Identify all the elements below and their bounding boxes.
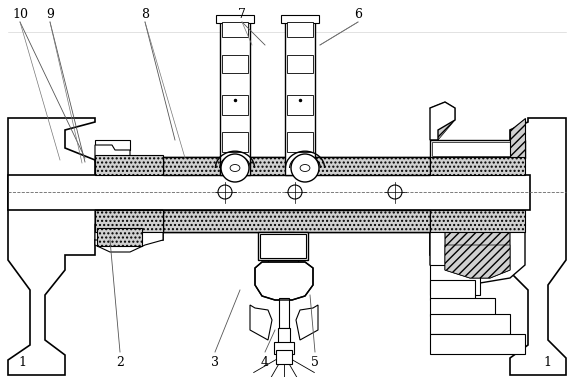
Bar [278, 328, 290, 350]
Polygon shape [95, 156, 163, 175]
Bar [287, 132, 313, 152]
Polygon shape [445, 232, 510, 278]
Circle shape [291, 154, 319, 182]
Polygon shape [255, 262, 313, 300]
Bar [97, 212, 161, 230]
Bar [222, 22, 248, 37]
Bar [220, 20, 250, 175]
Polygon shape [296, 305, 318, 340]
Bar [287, 95, 313, 115]
Polygon shape [95, 145, 130, 162]
Bar [222, 132, 248, 152]
Bar [430, 314, 510, 334]
Polygon shape [95, 198, 163, 210]
Polygon shape [250, 305, 272, 340]
Bar [430, 280, 475, 300]
Polygon shape [95, 210, 163, 252]
Polygon shape [445, 245, 510, 278]
Circle shape [221, 154, 249, 182]
Bar [8, 175, 530, 210]
Text: 1: 1 [543, 356, 551, 368]
Polygon shape [430, 118, 566, 375]
Text: 6: 6 [354, 9, 362, 21]
Circle shape [288, 185, 302, 199]
Bar [222, 55, 248, 73]
Bar [163, 157, 430, 175]
Polygon shape [430, 232, 525, 283]
Bar [430, 140, 525, 158]
Bar [272, 232, 294, 277]
Bar [281, 15, 319, 23]
Bar [287, 55, 313, 73]
Bar [430, 334, 525, 354]
Polygon shape [95, 224, 130, 240]
Bar [97, 212, 161, 230]
Bar [274, 342, 294, 354]
Text: 5: 5 [311, 356, 319, 368]
Bar [430, 265, 480, 295]
Polygon shape [510, 118, 525, 158]
Bar [95, 210, 163, 232]
Text: 4: 4 [261, 356, 269, 368]
Bar [430, 298, 495, 316]
Text: 8: 8 [141, 9, 149, 21]
Bar [432, 142, 523, 156]
Polygon shape [258, 265, 310, 296]
Text: 7: 7 [238, 9, 246, 21]
Bar [260, 234, 306, 258]
Bar [285, 20, 315, 175]
Circle shape [218, 185, 232, 199]
Bar [432, 142, 523, 156]
Bar [430, 210, 525, 232]
Circle shape [388, 185, 402, 199]
Bar [276, 350, 292, 364]
Ellipse shape [230, 164, 240, 172]
Bar [287, 22, 313, 37]
Text: 9: 9 [46, 9, 54, 21]
Bar [430, 157, 525, 175]
Text: 3: 3 [211, 356, 219, 368]
Polygon shape [95, 140, 130, 158]
Polygon shape [95, 198, 163, 215]
Bar [97, 228, 142, 246]
Polygon shape [430, 102, 455, 140]
Bar [216, 15, 254, 23]
Ellipse shape [300, 164, 310, 172]
Bar [279, 298, 289, 328]
Bar [260, 234, 306, 258]
Bar [222, 95, 248, 115]
Bar [258, 232, 308, 260]
Polygon shape [430, 102, 455, 140]
Text: 10: 10 [12, 9, 28, 21]
Bar [95, 155, 163, 175]
Bar [268, 258, 298, 280]
Polygon shape [95, 175, 163, 188]
Bar [163, 210, 430, 232]
Text: 1: 1 [18, 356, 26, 368]
Text: 2: 2 [116, 356, 124, 368]
Polygon shape [8, 118, 163, 375]
